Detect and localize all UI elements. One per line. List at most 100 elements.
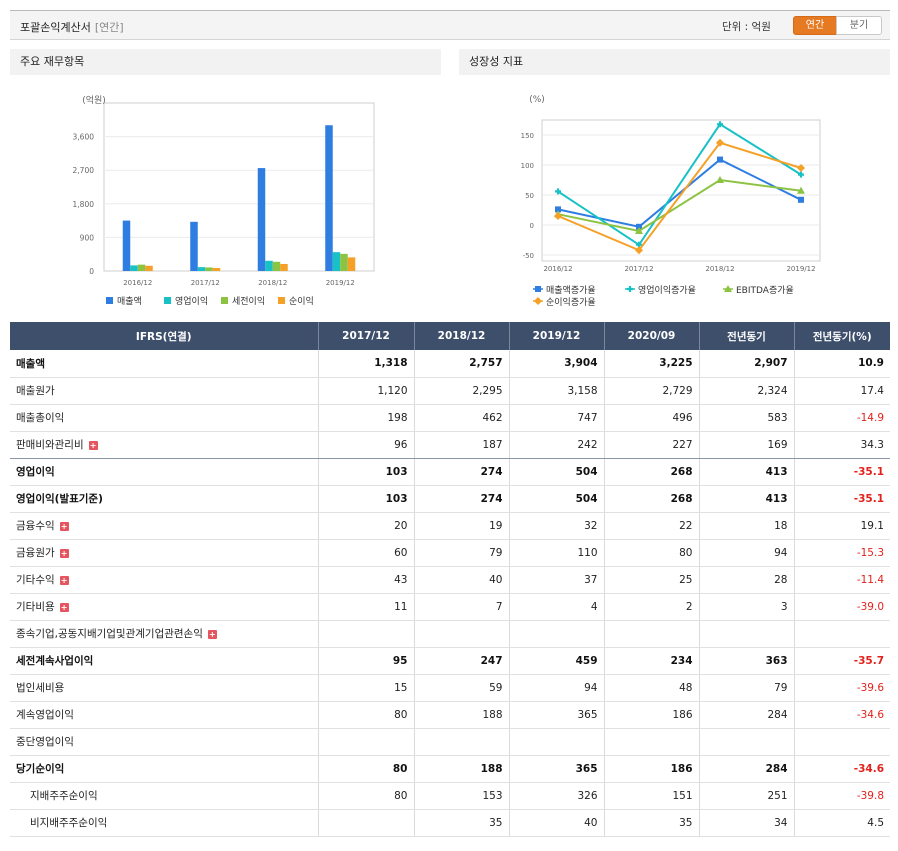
- row-label: 매출총이익: [10, 404, 319, 432]
- expand-plus-icon[interactable]: +: [59, 603, 69, 612]
- series-line-3: [557, 141, 802, 252]
- table-cell: -39.6: [794, 674, 890, 702]
- point-3-1: [635, 246, 643, 255]
- table-cell: [414, 620, 510, 648]
- table-cell: -35.7: [794, 647, 890, 675]
- row-label-text: 매출총이익: [16, 412, 65, 424]
- row-label: 계속영업이익: [10, 701, 319, 729]
- column-header: 전년동기: [699, 322, 795, 350]
- point-2-3: [797, 186, 805, 194]
- table-cell: [699, 620, 795, 648]
- y-tick-label: 900: [80, 233, 95, 242]
- legend-label-1: 영업이익: [175, 295, 208, 307]
- table-row: 영업이익 103 274 504 268 413 -35.1: [10, 458, 890, 486]
- table-cell: 34: [699, 809, 795, 837]
- table-cell: -34.6: [794, 755, 890, 783]
- table-cell: [318, 728, 415, 756]
- table-cell: 459: [509, 647, 605, 675]
- table-cell: 247: [414, 647, 510, 675]
- row-label: 종속기업,공동지배기업및관계기업관련손익 +: [10, 620, 319, 648]
- expand-plus-icon[interactable]: +: [59, 522, 69, 531]
- row-label: 금융수익 +: [10, 512, 319, 540]
- table-cell: 2,729: [604, 377, 700, 405]
- row-label-text: 매출액: [16, 357, 45, 370]
- table-cell: 60: [318, 539, 415, 567]
- legend-label-0: 매출액증가율: [546, 284, 596, 296]
- bar-0-0: [122, 220, 131, 271]
- table-cell: 34.3: [794, 431, 890, 459]
- table-cell: [414, 728, 510, 756]
- expand-plus-icon[interactable]: +: [88, 441, 98, 450]
- table-row: 법인세비용 15 59 94 48 79 -39.6: [10, 674, 890, 702]
- bar-1-0: [130, 265, 138, 271]
- row-label-text: 영업이익(발표기준): [16, 493, 103, 505]
- tab-quarter[interactable]: 분기: [836, 16, 882, 35]
- table-cell: 3: [699, 593, 795, 621]
- legend-swatch-1: [164, 297, 171, 304]
- table-row: 기타비용 +11 7 4 2 3 -39.0: [10, 593, 890, 621]
- table-cell: 59: [414, 674, 510, 702]
- row-label-text: 영업이익: [16, 466, 55, 478]
- table-cell: [509, 620, 605, 648]
- legend-label-2: EBITDA증가율: [736, 285, 794, 296]
- table-cell: -35.1: [794, 485, 890, 513]
- y-tick-label: 2,700: [73, 166, 95, 175]
- bar-2-3: [340, 253, 348, 271]
- table-cell: 40: [414, 566, 510, 594]
- table-cell: -11.4: [794, 566, 890, 594]
- table-row: 종속기업,공동지배기업및관계기업관련손익 +: [10, 620, 890, 648]
- legend-marker-2: [724, 285, 732, 292]
- bar-2-1: [205, 267, 213, 271]
- row-label: 금융원가 +: [10, 539, 319, 567]
- row-label-text: 금융원가: [16, 547, 55, 559]
- row-label-text: 매출원가: [16, 385, 55, 397]
- table-cell: 187: [414, 431, 510, 459]
- table-row: 당기순이익 80 188 365 186 284 -34.6: [10, 755, 890, 783]
- table-row: 비지배주주순이익 35 40 35 34 4.5: [10, 809, 890, 837]
- table-cell: [794, 620, 890, 648]
- table-cell: 20: [318, 512, 415, 540]
- table-cell: 186: [604, 701, 700, 729]
- expand-plus-icon[interactable]: +: [59, 576, 69, 585]
- table-cell: 188: [414, 755, 510, 783]
- table-cell: 19.1: [794, 512, 890, 540]
- x-tick-label: 2018/12: [258, 279, 287, 287]
- table-row: 영업이익(발표기준) 103 274 504 268 413 -35.1: [10, 485, 890, 513]
- left-panel-title: 주요 재무항목: [10, 49, 441, 75]
- row-label-text: 세전계속사업이익: [16, 655, 94, 667]
- legend-swatch-3: [278, 297, 285, 304]
- row-label-text: 판매비와관리비: [16, 439, 84, 451]
- legend-marker-0: [535, 286, 541, 292]
- x-tick-label: 2019/12: [786, 265, 815, 273]
- table-cell: 363: [699, 647, 795, 675]
- row-label-text: 중단영업이익: [16, 736, 74, 748]
- table-row: 매출총이익 198 462 747 496 583 -14.9: [10, 404, 890, 432]
- table-cell: 95: [318, 647, 415, 675]
- table-cell: 3,904: [509, 350, 605, 378]
- table-cell: 80: [318, 782, 415, 810]
- legend-swatch-2: [221, 297, 228, 304]
- row-label: 법인세비용: [10, 674, 319, 702]
- table-cell: 2,907: [699, 350, 795, 378]
- expand-plus-icon[interactable]: +: [207, 630, 217, 639]
- table-cell: 504: [509, 458, 605, 486]
- table-cell: 188: [414, 701, 510, 729]
- table-row: 금융원가 +60 79 110 80 94 -15.3: [10, 539, 890, 567]
- point-2-1: [635, 227, 643, 234]
- bar-1-3: [332, 252, 341, 271]
- row-label-text: 종속기업,공동지배기업및관계기업관련손익: [16, 628, 203, 640]
- row-label: 비지배주주순이익: [10, 809, 319, 837]
- bar-3-2: [280, 263, 288, 271]
- tab-annual[interactable]: 연간: [793, 16, 837, 35]
- point-0-2: [717, 156, 723, 163]
- table-cell: [509, 728, 605, 756]
- table-cell: 79: [699, 674, 795, 702]
- expand-plus-icon[interactable]: +: [59, 549, 69, 558]
- table-cell: 198: [318, 404, 415, 432]
- table-cell: 268: [604, 458, 700, 486]
- table-cell: 110: [509, 539, 605, 567]
- table-cell: 496: [604, 404, 700, 432]
- table-cell: 284: [699, 755, 795, 783]
- table-cell: 15: [318, 674, 415, 702]
